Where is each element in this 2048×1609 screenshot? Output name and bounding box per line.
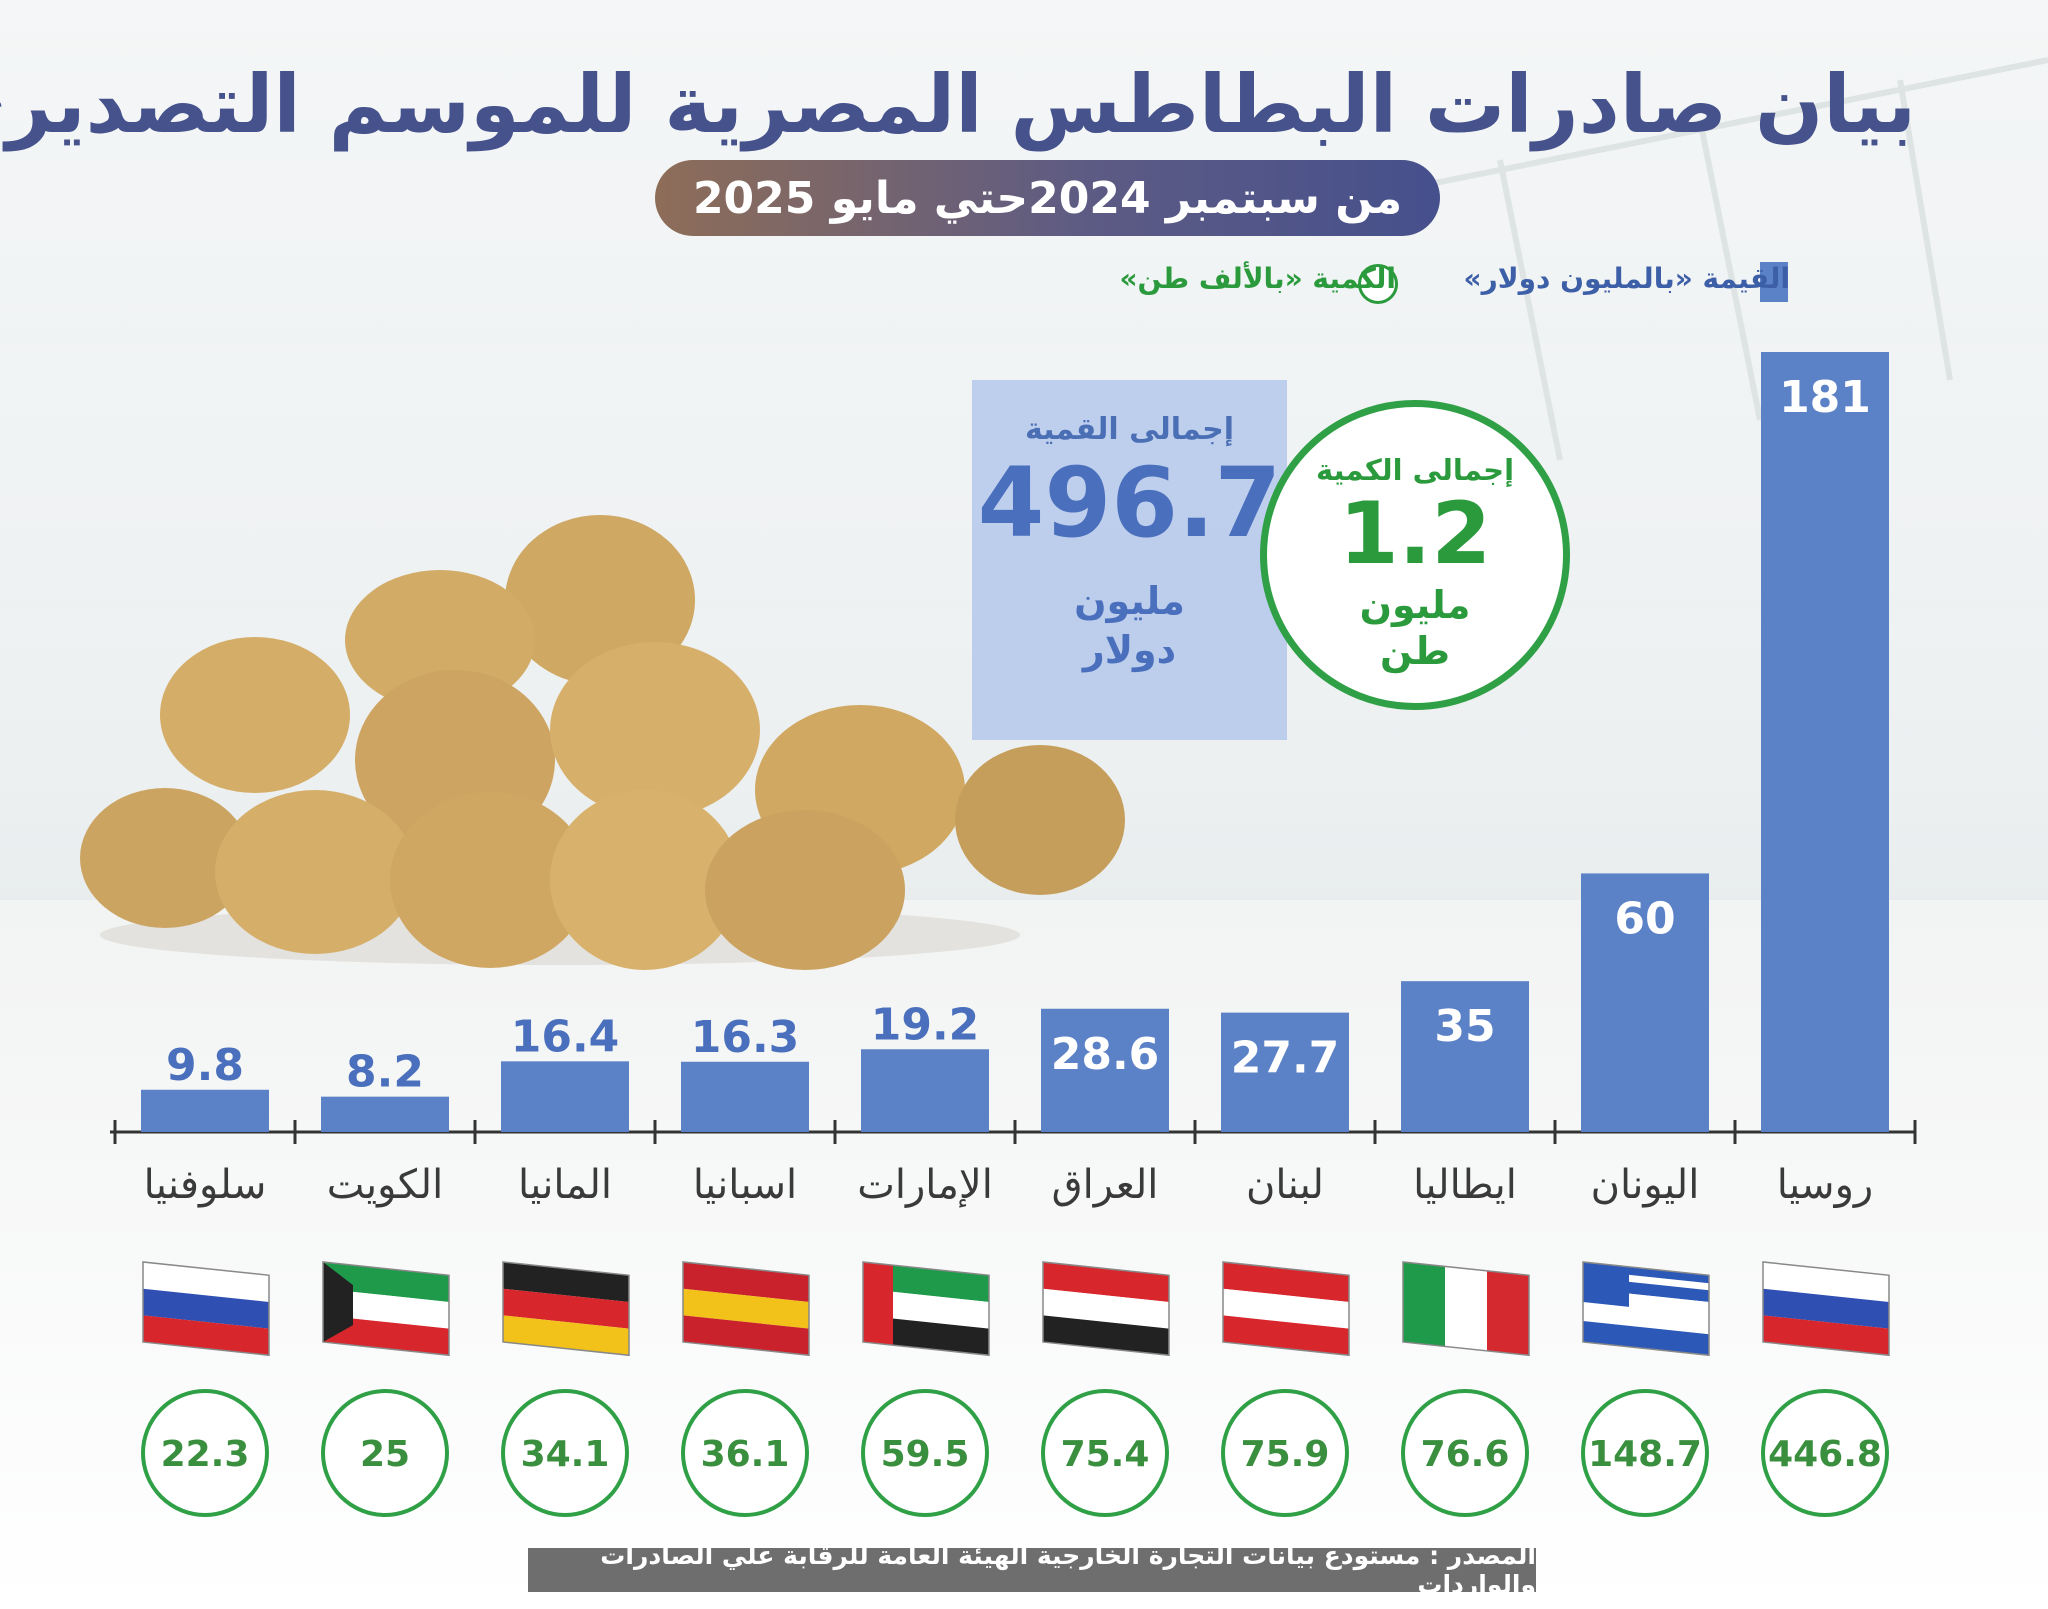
- legend-value-swatch: [1760, 262, 1788, 302]
- country-label: الإمارات: [857, 1162, 993, 1208]
- value-label: 60: [1614, 893, 1675, 944]
- total-value-label: إجمالى القمية: [1024, 412, 1235, 447]
- subtitle-text: من سبتمبر 2024حتي مايو 2025: [692, 172, 1403, 224]
- italy-flag: [1402, 1261, 1530, 1357]
- quantity-label: 34.1: [521, 1434, 610, 1475]
- value-label: 8.2: [346, 1047, 424, 1098]
- quantity-label: 22.3: [161, 1434, 250, 1475]
- country-label: روسيا: [1777, 1162, 1873, 1208]
- slovenia-flag: [142, 1261, 270, 1357]
- bar-4: [1221, 1012, 1349, 1132]
- quantity-circle: [1581, 1389, 1709, 1517]
- page-title: بيان صادرات البطاطس المصرية للموسم التصد…: [0, 58, 1916, 151]
- country-label: المانيا: [518, 1162, 612, 1208]
- country-label: اليونان: [1591, 1162, 1700, 1208]
- bar-9: [321, 1096, 449, 1132]
- subtitle-pill: من سبتمبر 2024حتي مايو 2025: [655, 160, 1440, 236]
- quantity-circle: [681, 1389, 809, 1517]
- total-quantity-number: 1.2: [1338, 484, 1492, 584]
- potato-pile: [80, 515, 1125, 970]
- quantity-label: 75.9: [1241, 1434, 1330, 1475]
- bar-3: [1401, 981, 1529, 1132]
- quantity-circle: [501, 1389, 629, 1517]
- quantity-circle: [1041, 1389, 1169, 1517]
- bar-2: [1581, 873, 1709, 1132]
- quantity-label: 59.5: [881, 1434, 970, 1475]
- total-value-unit-2: دولار: [1082, 628, 1177, 673]
- bar-5: [1041, 1008, 1169, 1132]
- bar-7: [681, 1061, 809, 1132]
- quantity-circle: [1401, 1389, 1529, 1517]
- quantity-circle: [141, 1389, 269, 1517]
- value-label: 9.8: [166, 1040, 244, 1091]
- total-value-number: 496.7: [977, 447, 1282, 559]
- value-label: 27.7: [1231, 1033, 1340, 1084]
- value-label: 28.6: [1051, 1029, 1160, 1080]
- quantity-label: 148.7: [1588, 1434, 1702, 1475]
- quantity-circle: [1761, 1389, 1889, 1517]
- quantity-circle: [321, 1389, 449, 1517]
- value-label: 16.3: [691, 1012, 800, 1063]
- quantity-label: 36.1: [701, 1434, 790, 1475]
- bar-6: [861, 1049, 989, 1132]
- uae-flag: [862, 1261, 990, 1357]
- value-label: 181: [1779, 372, 1871, 423]
- total-value-box: إجمالى القمية 496.7 مليون دولار: [972, 380, 1287, 740]
- total-value-unit-1: مليون: [1074, 579, 1185, 623]
- country-label: العراق: [1052, 1162, 1159, 1208]
- value-label: 19.2: [871, 999, 980, 1050]
- bar-8: [501, 1061, 629, 1132]
- legend-quantity-swatch: [1358, 264, 1398, 304]
- russia-flag: [1762, 1261, 1890, 1357]
- lebanon-flag: [1222, 1261, 1350, 1357]
- germany-flag: [502, 1261, 630, 1357]
- country-label: ايطاليا: [1413, 1162, 1517, 1208]
- value-label: 16.4: [511, 1011, 620, 1062]
- quantity-label: 75.4: [1061, 1434, 1150, 1475]
- legend-quantity-label: الكمية «بالألف طن»: [1119, 262, 1396, 295]
- spain-flag: [682, 1261, 810, 1357]
- total-quantity-circle: إجمالى الكمية 1.2 مليون طن: [1260, 400, 1570, 710]
- quantity-label: 25: [360, 1434, 410, 1475]
- bar-10: [141, 1089, 269, 1132]
- quantity-circle: [861, 1389, 989, 1517]
- value-label: 35: [1434, 1001, 1495, 1052]
- bar-1: [1761, 352, 1889, 1132]
- country-label: اسبانيا: [693, 1162, 797, 1208]
- kuwait-flag: [322, 1261, 450, 1357]
- country-label: سلوفنيا: [144, 1162, 267, 1208]
- total-quantity-unit-1: مليون: [1359, 583, 1471, 627]
- total-quantity-label: إجمالى الكمية: [1315, 453, 1515, 487]
- country-label: لبنان: [1246, 1162, 1324, 1208]
- legend-value-label: القيمة «بالمليون دولار»: [1463, 262, 1790, 295]
- quantity-label: 76.6: [1421, 1434, 1510, 1475]
- country-label: الكويت: [327, 1162, 443, 1208]
- quantity-label: 446.8: [1768, 1434, 1882, 1475]
- source-note: المصدر : مستودع بيانات التجارة الخارجية …: [528, 1541, 1536, 1599]
- greece-flag: [1582, 1261, 1710, 1357]
- quantity-circle: [1221, 1389, 1349, 1517]
- total-quantity-unit-2: طن: [1380, 628, 1450, 673]
- iraq-flag: [1042, 1261, 1170, 1357]
- source-text: المصدر : مستودع بيانات التجارة الخارجية …: [600, 1541, 1536, 1599]
